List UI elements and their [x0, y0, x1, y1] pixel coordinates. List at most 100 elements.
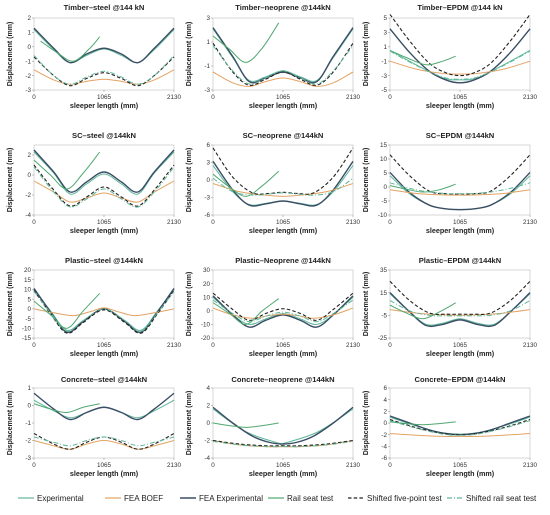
- y-axis-label: Displacement (mm): [363, 391, 370, 456]
- plot-area: [33, 269, 175, 339]
- y-tick-label: 0: [27, 172, 31, 179]
- x-axis-label: sleeper length (mm): [426, 349, 495, 358]
- chart-panel-9: Plastic–EPDM @144kN -25 -5 15 35 0 1065 2130 sle…: [363, 256, 537, 358]
- legend: Experimental FEA BOEF FEA Experimental Rail…: [18, 494, 537, 503]
- y-tick-label: 2: [27, 15, 31, 22]
- y-tick-label: 1: [27, 30, 31, 37]
- series-rail-seat-test-line: [33, 151, 101, 190]
- x-tick-label: 1065: [276, 342, 291, 349]
- x-tick-label: 0: [32, 462, 36, 469]
- y-tick-label: -25: [378, 335, 388, 342]
- chart-title: Concrete–EPDM @144kN: [415, 375, 506, 384]
- y-axis-label: Displacement (mm): [363, 272, 370, 337]
- chart-panel-4: SC–steel @144kN -4 -2 0 2 0 1065 2130 sleeper le…: [7, 131, 181, 235]
- chart-title: SC–steel @144kN: [72, 131, 136, 140]
- x-tick-label: 2130: [346, 219, 361, 226]
- series-rail-seat-test-line: [389, 302, 456, 320]
- x-tick-label: 1065: [97, 462, 112, 469]
- plot-area: [389, 269, 531, 339]
- series-fea-boef-line: [212, 183, 354, 197]
- chart-title: Concrete–steel @144kN: [61, 375, 147, 384]
- chart-title: Plastic–Neoprene @144kN: [235, 256, 331, 265]
- series-rail-seat-test-line: [212, 422, 279, 428]
- y-axis-label: Displacement (mm): [186, 272, 193, 337]
- x-tick-label: 1065: [276, 94, 291, 101]
- legend-label-shifted-rail-seat: Shifted rail seat test: [466, 494, 537, 503]
- legend-label-shifted-five-point: Shifted five-point test: [367, 494, 442, 503]
- y-tick-label: -6: [204, 212, 210, 219]
- legend-label-experimental: Experimental: [37, 494, 84, 503]
- x-tick-label: 1065: [453, 219, 468, 226]
- series-shifted-rail-seat-line: [212, 299, 354, 323]
- y-tick-label: 10: [380, 156, 388, 163]
- series-shifted-rail-seat-line: [212, 177, 354, 196]
- series-rail-seat-test-line: [389, 421, 456, 426]
- x-axis-label: sleeper length (mm): [249, 469, 318, 478]
- series-fea-boef-line: [33, 307, 175, 317]
- y-tick-label: -6: [381, 455, 387, 462]
- y-tick-label: -4: [204, 455, 210, 462]
- y-tick-label: -5: [381, 198, 387, 205]
- x-axis-label: sleeper length (mm): [70, 469, 139, 478]
- x-tick-label: 2130: [346, 94, 361, 101]
- series-shifted-rail-seat-line: [389, 50, 531, 80]
- series-shifted-five-point-line: [212, 292, 354, 321]
- x-tick-label: 1065: [453, 94, 468, 101]
- series-shifted-five-point-line: [389, 14, 531, 77]
- x-tick-label: 2130: [167, 94, 182, 101]
- series-rail-seat-test-line: [389, 183, 456, 193]
- series-fea-experimental-line: [33, 27, 175, 64]
- y-tick-label: -2: [204, 438, 210, 445]
- y-tick-label: 10: [203, 294, 211, 301]
- y-axis-label: Displacement (mm): [363, 148, 370, 213]
- series-shifted-five-point-line: [33, 290, 175, 334]
- chart-title: SC–neoprene @144kN: [243, 131, 324, 140]
- series-fea-experimental-line: [33, 392, 175, 421]
- y-axis-label: Displacement (mm): [7, 391, 14, 456]
- x-tick-label: 0: [211, 94, 215, 101]
- chart-title: SC–EPDM @144kN: [426, 131, 495, 140]
- y-tick-label: -3: [204, 195, 210, 202]
- chart-panel-3: Timber–EPDM @144 kN -5 -3 -1 1 3 5 0 1065 2130 sle…: [363, 3, 537, 110]
- series-fea-experimental-line: [389, 171, 531, 211]
- y-tick-label: 0: [383, 420, 387, 427]
- y-axis-label: Displacement (mm): [7, 272, 14, 337]
- y-tick-label: -1: [25, 420, 31, 427]
- series-shifted-five-point-line: [212, 439, 354, 447]
- x-tick-label: 0: [211, 219, 215, 226]
- x-tick-label: 0: [32, 342, 36, 349]
- y-tick-label: 2: [383, 409, 387, 416]
- x-tick-label: 2130: [523, 462, 538, 469]
- y-tick-label: 1: [383, 44, 387, 51]
- y-tick-label: 15: [24, 277, 32, 284]
- y-axis-label: Displacement (mm): [186, 22, 193, 87]
- series-experimental-line: [33, 399, 175, 419]
- series-experimental-line: [212, 408, 354, 446]
- y-tick-label: -1: [381, 58, 387, 65]
- x-axis-label: sleeper length (mm): [249, 226, 318, 235]
- x-axis-label: sleeper length (mm): [249, 349, 318, 358]
- y-tick-label: 0: [27, 306, 31, 313]
- y-tick-label: 15: [380, 142, 388, 149]
- series-shifted-five-point-line: [389, 418, 531, 436]
- plot-area: [212, 269, 354, 339]
- series-experimental-line: [389, 49, 531, 81]
- y-tick-label: 4: [206, 385, 210, 392]
- y-tick-label: 6: [206, 142, 210, 149]
- plot-area: [389, 144, 531, 216]
- series-fea-boef-line: [389, 433, 531, 438]
- series-rail-seat-test-line: [212, 170, 280, 197]
- y-tick-label: -3: [204, 87, 210, 94]
- series-fea-boef-line: [33, 69, 175, 85]
- y-axis-label: Displacement (mm): [363, 22, 370, 87]
- y-tick-label: 0: [206, 308, 210, 315]
- series-fea-experimental-line: [33, 149, 175, 193]
- series-shifted-rail-seat-line: [389, 300, 531, 317]
- x-tick-label: 1065: [276, 462, 291, 469]
- x-tick-label: 2130: [167, 342, 182, 349]
- x-tick-label: 0: [388, 219, 392, 226]
- series-fea-boef-line: [389, 189, 531, 196]
- x-tick-label: 0: [388, 94, 392, 101]
- x-tick-label: 2130: [346, 342, 361, 349]
- x-axis-label: sleeper length (mm): [426, 226, 495, 235]
